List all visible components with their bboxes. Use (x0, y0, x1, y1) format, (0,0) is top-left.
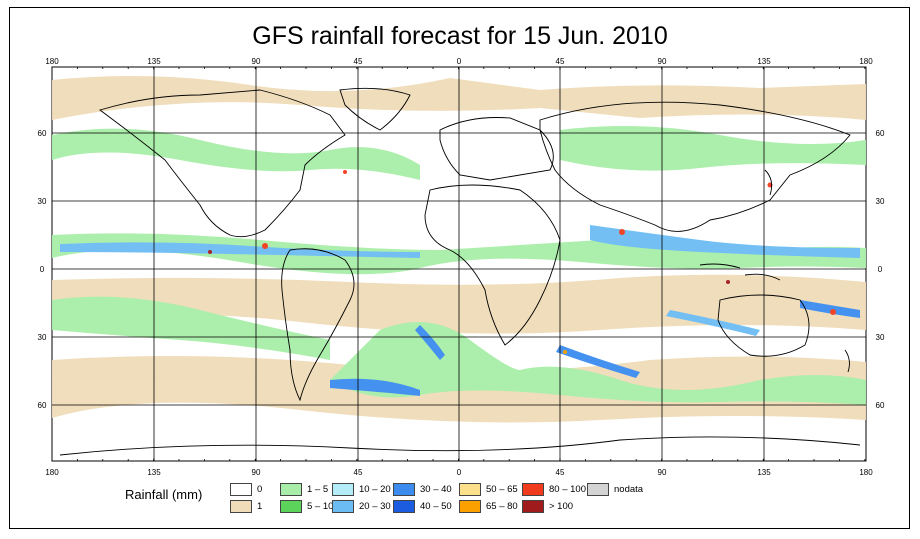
legend-swatch (522, 483, 544, 496)
legend-label: > 100 (549, 501, 574, 512)
lon-labels-bottom: 180 135 90 45 0 45 90 135 180 (45, 468, 873, 477)
lon-tick-label-bottom: 0 (457, 468, 462, 477)
lon-tick-label-top: 135 (147, 57, 161, 66)
lon-tick-label-bottom: 180 (859, 468, 873, 477)
legend-label: 50 – 65 (486, 484, 518, 495)
lat-tick-label-left: 30 (38, 333, 47, 342)
lon-tick-label-bottom: 135 (757, 468, 771, 477)
legend-label: 0 (257, 484, 263, 495)
legend-label: 30 – 40 (420, 484, 452, 495)
lat-tick-label-right: 60 (876, 401, 885, 410)
legend-label: 5 – 10 (307, 501, 334, 512)
lat-labels-left: 60 30 0 30 60 (38, 129, 47, 410)
legend-label: 1 – 5 (307, 484, 329, 495)
legend-label: 40 – 50 (420, 501, 452, 512)
lon-tick-label-top: 90 (658, 57, 667, 66)
lon-tick-label-top: 45 (556, 57, 565, 66)
lon-tick-label-bottom: 180 (45, 468, 59, 477)
legend-swatch (393, 483, 415, 496)
legend-label: 20 – 30 (359, 501, 391, 512)
lon-tick-label-top: 90 (252, 57, 261, 66)
lon-labels-top: 180 135 90 45 0 45 90 135 180 (45, 57, 873, 66)
lat-tick-label-right: 60 (876, 129, 885, 138)
lat-tick-label-left: 60 (38, 129, 47, 138)
lat-tick-label-left: 0 (40, 265, 45, 274)
legend-swatch (587, 483, 609, 496)
legend-swatch (280, 500, 302, 513)
map-title: GFS rainfall forecast for 15 Jun. 2010 (252, 22, 668, 50)
lon-tick-label-top: 45 (354, 57, 363, 66)
lat-labels-right: 60 30 0 30 60 (876, 129, 885, 410)
lon-tick-label-top: 180 (859, 57, 873, 66)
lat-tick-label-left: 60 (38, 401, 47, 410)
lon-tick-label-top: 180 (45, 57, 59, 66)
map-area: 180 135 90 45 0 45 90 135 180 180 135 90 45 0 45 90 135… (38, 57, 885, 477)
lon-tick-label-bottom: 45 (556, 468, 565, 477)
legend-swatch (393, 500, 415, 513)
legend-label: 1 (257, 501, 263, 512)
lat-tick-label-right: 30 (876, 333, 885, 342)
legend-swatch (230, 483, 252, 496)
legend-swatch (332, 483, 354, 496)
lon-tick-label-bottom: 135 (147, 468, 161, 477)
legend-swatch (280, 483, 302, 496)
legend-swatch (332, 500, 354, 513)
coastlines (59, 87, 861, 456)
lon-tick-label-top: 135 (757, 57, 771, 66)
lon-tick-label-top: 0 (457, 57, 462, 66)
legend-swatch (459, 483, 481, 496)
lon-tick-label-bottom: 90 (658, 468, 667, 477)
legend-label: 10 – 20 (359, 484, 391, 495)
lat-tick-label-left: 30 (38, 197, 47, 206)
lon-tick-label-bottom: 45 (354, 468, 363, 477)
figure-frame (9, 7, 910, 529)
legend: Rainfall (mm) 0 1 1 – 5 5 – 10 10 – 20 20 – 3… (125, 483, 685, 523)
legend-label: 65 – 80 (486, 501, 518, 512)
tick-marks (51, 67, 867, 461)
legend-label: nodata (614, 484, 644, 495)
legend-title: Rainfall (mm) (125, 487, 203, 502)
lat-tick-label-right: 30 (876, 197, 885, 206)
legend-label: 80 – 100 (549, 484, 586, 495)
lat-tick-label-right: 0 (878, 265, 883, 274)
legend-swatch (230, 500, 252, 513)
graticule (52, 67, 866, 461)
legend-swatch (459, 500, 481, 513)
lon-tick-label-bottom: 90 (252, 468, 261, 477)
legend-swatch (522, 500, 544, 513)
